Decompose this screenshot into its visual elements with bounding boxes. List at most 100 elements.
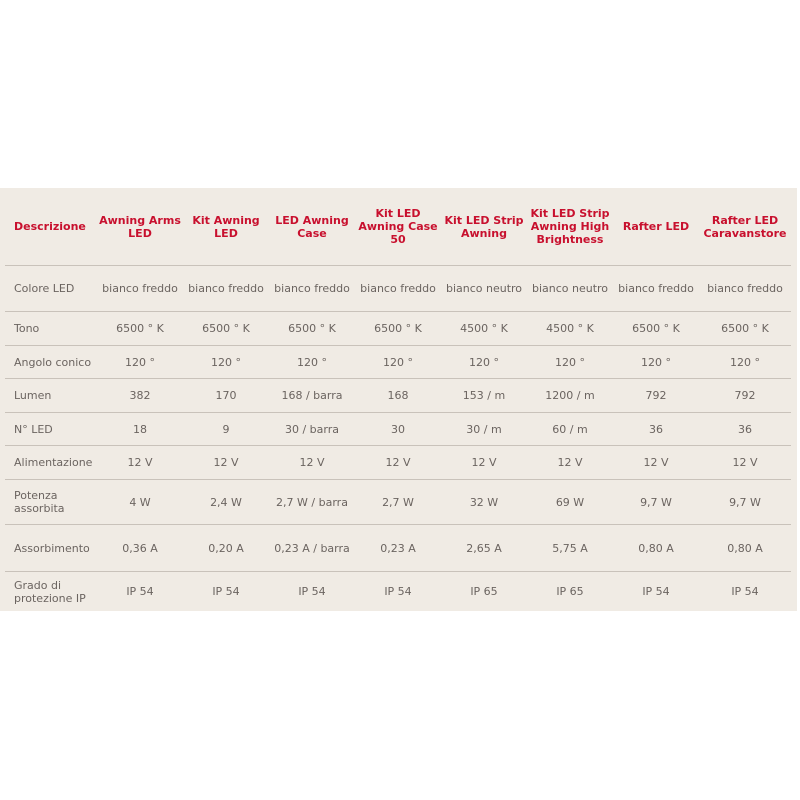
table-cell: 120 ° bbox=[183, 345, 269, 379]
table-cell: 36 bbox=[613, 412, 699, 446]
column-header-description: Descrizione bbox=[14, 220, 86, 233]
table-cell: 30 / m bbox=[441, 412, 527, 446]
table-cell: 2,7 W / barra bbox=[269, 479, 355, 525]
table-cell: 6500 ° K bbox=[183, 311, 269, 346]
table-cell: IP 54 bbox=[183, 571, 269, 612]
table-cell: 0,20 A bbox=[183, 524, 269, 572]
table-cell: bianco freddo bbox=[97, 265, 183, 312]
table-cell: 12 V bbox=[269, 445, 355, 480]
table-row: Angolo conico 120 ° 120 ° 120 ° 120 ° 120 ° 12… bbox=[5, 345, 791, 379]
table-cell: 9,7 W bbox=[699, 479, 791, 525]
table-cell: 9,7 W bbox=[613, 479, 699, 525]
table-cell: 0,23 A / barra bbox=[269, 524, 355, 572]
table-cell: 120 ° bbox=[355, 345, 441, 379]
table-cell: 30 bbox=[355, 412, 441, 446]
table-cell: 168 bbox=[355, 378, 441, 413]
table-cell: 69 W bbox=[527, 479, 613, 525]
table-cell: 120 ° bbox=[527, 345, 613, 379]
table-cell: 0,23 A bbox=[355, 524, 441, 572]
column-header-product: Kit LED Awning Case 50 bbox=[358, 207, 438, 246]
column-header-product: LED Awning Case bbox=[275, 213, 349, 240]
table-cell: 120 ° bbox=[613, 345, 699, 379]
table-cell: IP 54 bbox=[613, 571, 699, 612]
row-label: Alimentazione bbox=[5, 445, 97, 480]
table-cell: 4 W bbox=[97, 479, 183, 525]
table-cell: 4500 ° K bbox=[441, 311, 527, 346]
table-cell: 120 ° bbox=[269, 345, 355, 379]
led-spec-table: Descrizione Awning Arms LED Kit Awning LED… bbox=[5, 188, 791, 612]
table-row: Potenza assorbita 4 W 2,4 W 2,7 W / barra 2,… bbox=[5, 479, 791, 525]
column-header-product: Rafter LED Caravanstore bbox=[703, 213, 787, 240]
table-cell: 120 ° bbox=[97, 345, 183, 379]
table-cell: 9 bbox=[183, 412, 269, 446]
row-label: Grado di protezione IP bbox=[5, 571, 97, 612]
table-cell: 0,80 A bbox=[699, 524, 791, 572]
table-cell: 6500 ° K bbox=[613, 311, 699, 346]
table-cell: 60 / m bbox=[527, 412, 613, 446]
table-cell: 6500 ° K bbox=[355, 311, 441, 346]
table-cell: IP 54 bbox=[97, 571, 183, 612]
column-header-product: Kit LED Strip Awning bbox=[444, 213, 524, 240]
table-cell: 12 V bbox=[97, 445, 183, 480]
table-cell: IP 65 bbox=[527, 571, 613, 612]
row-label: Colore LED bbox=[5, 265, 97, 312]
table-cell: 5,75 A bbox=[527, 524, 613, 572]
table-cell: IP 65 bbox=[441, 571, 527, 612]
spec-table-container: Descrizione Awning Arms LED Kit Awning LED… bbox=[0, 188, 797, 612]
row-label: Assorbimento bbox=[5, 524, 97, 572]
table-row: Assorbimento 0,36 A 0,20 A 0,23 A / barra 0,… bbox=[5, 524, 791, 572]
row-label: Potenza assorbita bbox=[5, 479, 97, 525]
table-cell: 30 / barra bbox=[269, 412, 355, 446]
column-header-product: Rafter LED bbox=[622, 220, 690, 233]
table-cell: bianco freddo bbox=[613, 265, 699, 312]
table-cell: bianco neutro bbox=[441, 265, 527, 312]
table-cell: 12 V bbox=[699, 445, 791, 480]
table-cell: 153 / m bbox=[441, 378, 527, 413]
table-cell: 168 / barra bbox=[269, 378, 355, 413]
table-row: Colore LED bianco freddo bianco freddo bian… bbox=[5, 265, 791, 312]
table-cell: bianco freddo bbox=[355, 265, 441, 312]
table-cell: 12 V bbox=[355, 445, 441, 480]
table-cell: 4500 ° K bbox=[527, 311, 613, 346]
table-cell: 12 V bbox=[613, 445, 699, 480]
column-header-product: Kit Awning LED bbox=[192, 213, 260, 240]
table-cell: 12 V bbox=[183, 445, 269, 480]
table-row: Lumen 382 170 168 / barra 168 153 / m 1200 / m… bbox=[5, 378, 791, 413]
table-row: Tono 6500 ° K 6500 ° K 6500 ° K 6500 ° K 4500… bbox=[5, 311, 791, 346]
table-cell: 170 bbox=[183, 378, 269, 413]
table-cell: 18 bbox=[97, 412, 183, 446]
table-cell: 2,7 W bbox=[355, 479, 441, 525]
table-cell: IP 54 bbox=[355, 571, 441, 612]
table-cell: 6500 ° K bbox=[97, 311, 183, 346]
table-cell: IP 54 bbox=[699, 571, 791, 612]
table-cell: 12 V bbox=[441, 445, 527, 480]
table-cell: 2,65 A bbox=[441, 524, 527, 572]
table-cell: 382 bbox=[97, 378, 183, 413]
table-row: Grado di protezione IP IP 54 IP 54 IP 54 IP … bbox=[5, 571, 791, 612]
row-label: Tono bbox=[5, 311, 97, 346]
table-cell: IP 54 bbox=[269, 571, 355, 612]
table-cell: 32 W bbox=[441, 479, 527, 525]
table-row: N° LED 18 9 30 / barra 30 30 / m 60 / m 36 36 bbox=[5, 412, 791, 446]
table-cell: 1200 / m bbox=[527, 378, 613, 413]
column-header-product: Awning Arms LED bbox=[99, 213, 181, 240]
table-cell: bianco freddo bbox=[183, 265, 269, 312]
table-cell: 6500 ° K bbox=[269, 311, 355, 346]
table-cell: 12 V bbox=[527, 445, 613, 480]
row-label: N° LED bbox=[5, 412, 97, 446]
table-cell: 120 ° bbox=[699, 345, 791, 379]
table-cell: 2,4 W bbox=[183, 479, 269, 525]
table-cell: bianco freddo bbox=[699, 265, 791, 312]
table-row: Alimentazione 12 V 12 V 12 V 12 V 12 V 12 V 12 … bbox=[5, 445, 791, 480]
header-row: Descrizione Awning Arms LED Kit Awning LED… bbox=[5, 188, 791, 266]
table-cell: 120 ° bbox=[441, 345, 527, 379]
column-header-product: Kit LED Strip Awning High Brightness bbox=[530, 207, 610, 246]
table-cell: bianco neutro bbox=[527, 265, 613, 312]
table-cell: 792 bbox=[699, 378, 791, 413]
row-label: Lumen bbox=[5, 378, 97, 413]
table-cell: 0,36 A bbox=[97, 524, 183, 572]
row-label: Angolo conico bbox=[5, 345, 97, 379]
table-cell: bianco freddo bbox=[269, 265, 355, 312]
table-cell: 6500 ° K bbox=[699, 311, 791, 346]
table-cell: 792 bbox=[613, 378, 699, 413]
